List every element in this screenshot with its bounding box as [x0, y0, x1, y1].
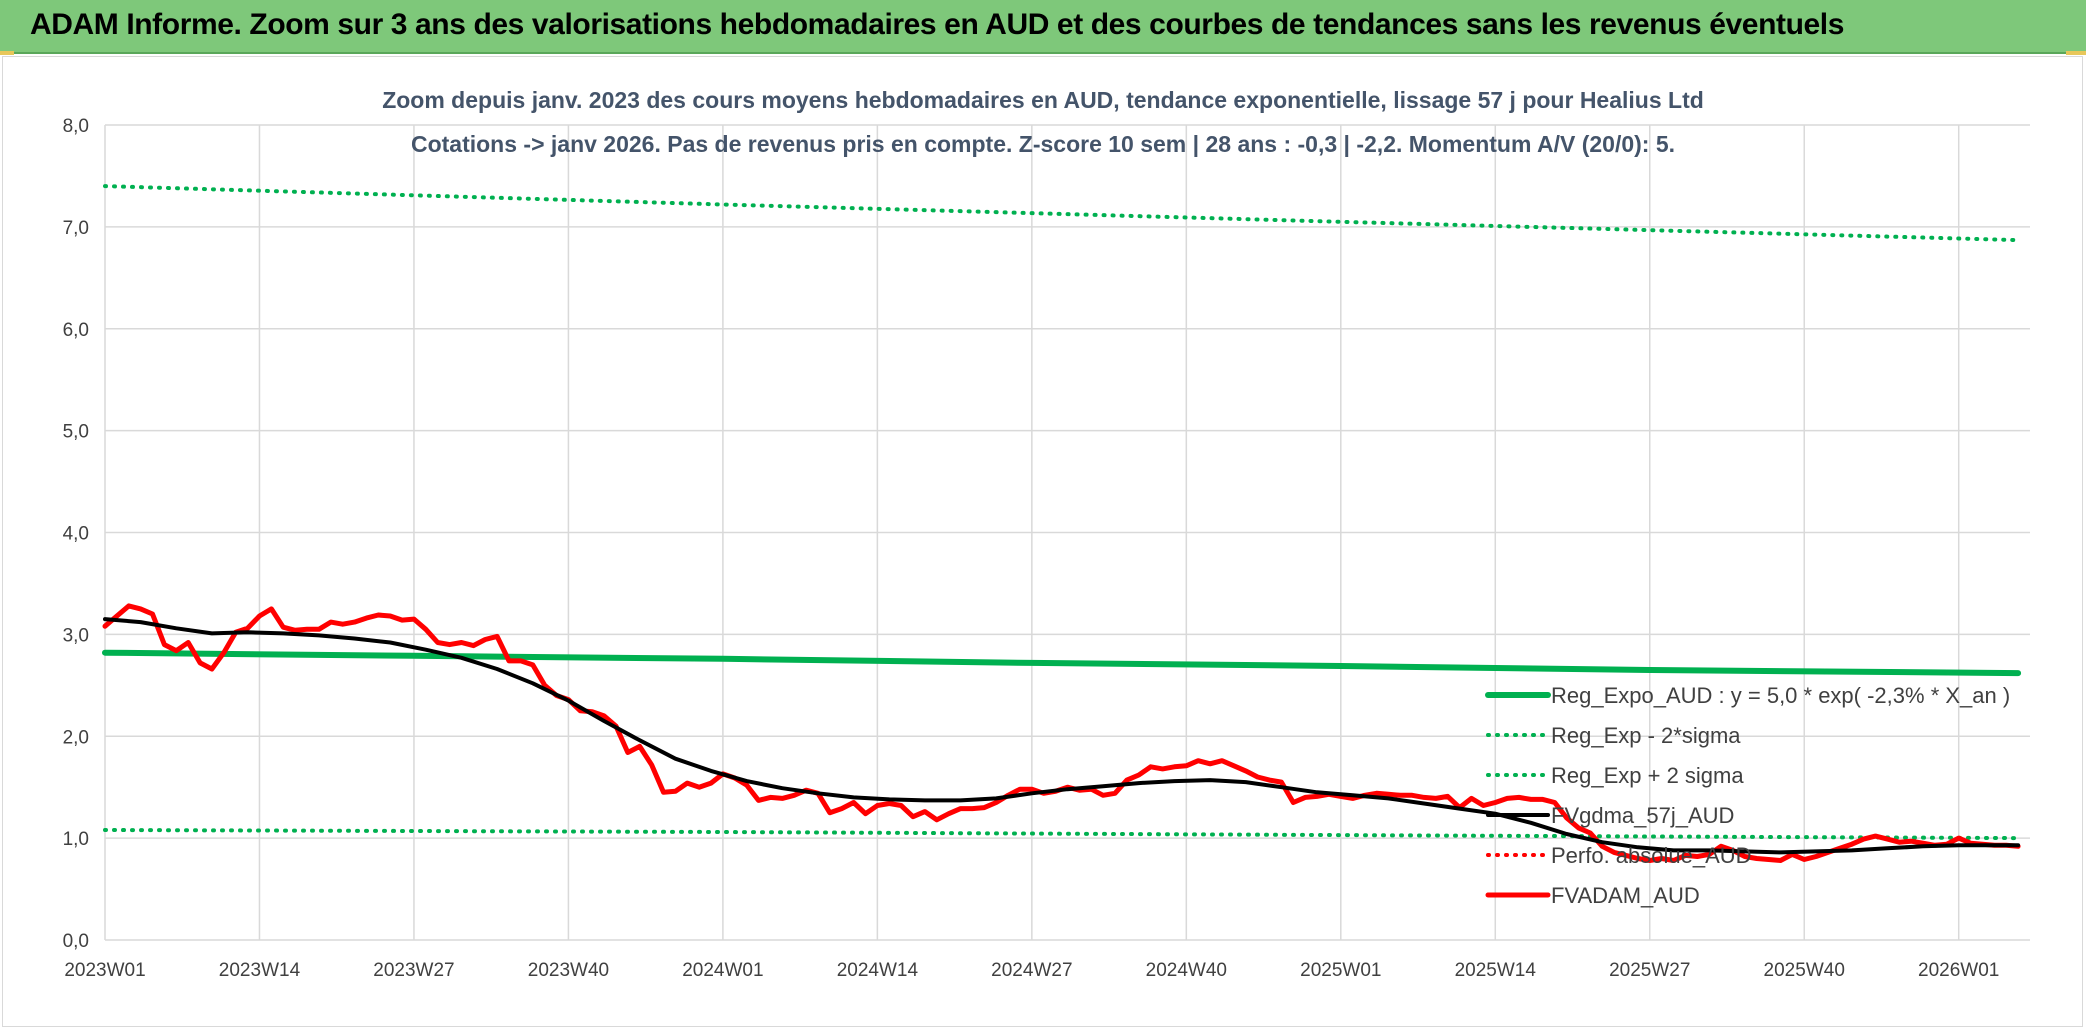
series-upper-sigma-line: [103, 184, 2021, 243]
y-tick-label: 1,0: [63, 829, 89, 850]
axes: 0,0 1,0 2,0 3,0 4,0 5,0 6,0 7,0 8,0 2023W01 2023W1…: [63, 116, 2000, 981]
y-tick-label: 7,0: [63, 218, 89, 239]
series-reg-expo-line: [102, 649, 2022, 677]
y-tick-label: 2,0: [63, 727, 89, 748]
banner-accent-left: [0, 51, 14, 55]
y-tick-label: 4,0: [63, 524, 89, 545]
series-fvgdma-line: [103, 617, 2021, 855]
x-tick-label: 2024W40: [1146, 960, 1227, 981]
x-tick-label: 2024W01: [682, 960, 763, 981]
x-tick-label: 2025W27: [1609, 960, 1690, 981]
y-tick-label: 6,0: [63, 320, 89, 341]
x-tick-label: 2025W14: [1455, 960, 1537, 981]
banner-accent-right: [2066, 51, 2086, 55]
legend-label: FVgdma_57j_AUD: [1551, 803, 1734, 828]
chart-title-line-1: Zoom depuis janv. 2023 des cours moyens …: [382, 87, 1704, 113]
legend-label: Perfo. absolue_AUD: [1551, 843, 1752, 868]
y-tick-label: 8,0: [63, 116, 89, 137]
x-tick-label: 2024W27: [991, 960, 1072, 981]
chart-frame: [2, 56, 2083, 1027]
y-tick-label: 5,0: [63, 422, 89, 443]
legend-label: Reg_Exp + 2 sigma: [1551, 763, 1744, 788]
legend-label: Reg_Expo_AUD : y = 5,0 * exp( -2,3% * X_…: [1551, 683, 2010, 708]
x-tick-label: 2025W01: [1300, 960, 1381, 981]
x-tick-label: 2025W40: [1764, 960, 1845, 981]
chart-title-line-2: Cotations -> janv 2026. Pas de revenus p…: [411, 131, 1675, 157]
grid: [104, 124, 2030, 941]
series-lower-sigma-line: [103, 828, 2021, 841]
report-banner: ADAM Informe. Zoom sur 3 ans des valoris…: [0, 0, 2086, 54]
x-tick-label: 2024W14: [837, 960, 919, 981]
legend-label: Reg_Exp - 2*sigma: [1551, 723, 1741, 748]
series: [102, 184, 2022, 863]
legend-label: FVADAM_AUD: [1551, 883, 1700, 908]
x-tick-label: 2023W01: [64, 960, 145, 981]
report-title: ADAM Informe. Zoom sur 3 ans des valoris…: [30, 8, 1845, 41]
x-tick-label: 2023W40: [528, 960, 609, 981]
x-tick-label: 2023W27: [373, 960, 454, 981]
x-tick-label: 2026W01: [1918, 960, 1999, 981]
y-tick-label: 3,0: [63, 625, 89, 646]
y-tick-label: 0,0: [63, 931, 89, 952]
x-tick-label: 2023W14: [219, 960, 301, 981]
legend: Reg_Expo_AUD : y = 5,0 * exp( -2,3% * X_…: [1485, 683, 2010, 908]
